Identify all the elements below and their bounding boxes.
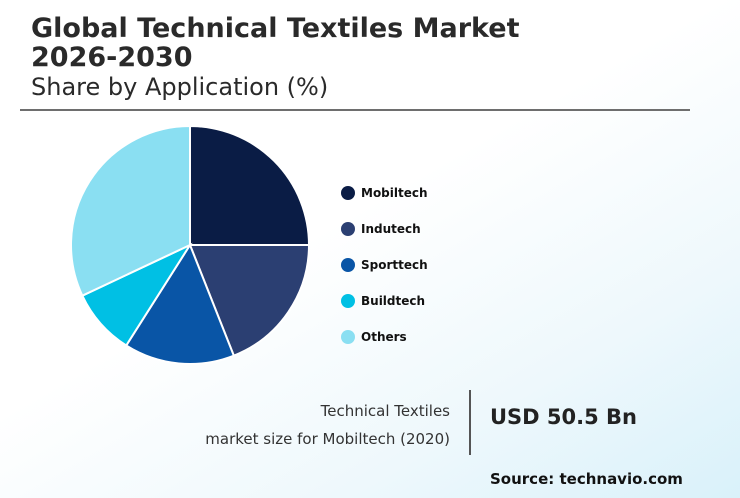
legend-item-others: Others [341,319,428,355]
metric-line-1: Technical Textiles [320,402,450,420]
legend-label: Indutech [361,222,421,236]
legend-swatch [341,222,355,236]
pie-slice-sporttech [124,242,236,365]
metric-divider [469,390,471,455]
pie-slice-others [70,124,191,298]
legend-label: Others [361,330,407,344]
pie-slice-mobiltech [189,124,311,246]
legend: Mobiltech Indutech Sporttech Buildtech Other… [341,175,428,355]
legend-label: Buildtech [361,294,426,308]
legend-item-sporttech: Sporttech [341,247,428,283]
legend-swatch [341,186,355,200]
metric-value: USD 50.5 Bn [490,405,637,429]
legend-swatch [341,330,355,344]
legend-item-indutech: Indutech [341,211,428,247]
title-divider [20,109,690,111]
source-label: Source: technavio.com [490,470,683,488]
legend-item-mobiltech: Mobiltech [341,175,428,211]
legend-label: Mobiltech [361,186,428,200]
chart-title: Global Technical Textiles Market 2026-20… [31,13,520,73]
legend-swatch [341,294,355,308]
pie-chart [70,124,311,365]
legend-label: Sporttech [361,258,428,272]
metric-line-2: market size for Mobiltech (2020) [205,430,450,448]
metric-description: Technical Textiles market size for Mobil… [205,397,450,453]
legend-swatch [341,258,355,272]
chart-subtitle: Share by Application (%) [31,73,329,101]
pie-slice-indutech [188,244,311,357]
legend-item-buildtech: Buildtech [341,283,428,319]
